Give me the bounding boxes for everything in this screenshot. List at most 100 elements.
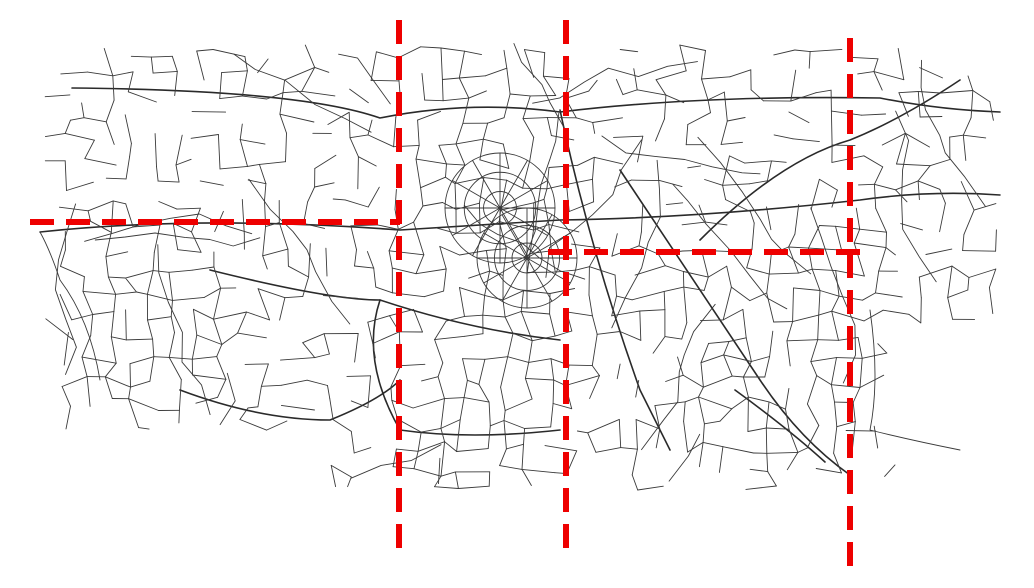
road	[836, 357, 863, 359]
road	[257, 58, 269, 74]
road	[458, 75, 486, 79]
road	[920, 59, 986, 207]
road	[246, 311, 271, 321]
road	[698, 396, 705, 425]
road	[601, 135, 761, 175]
road	[500, 386, 506, 411]
road	[726, 117, 746, 122]
road	[698, 396, 733, 410]
road	[413, 205, 424, 223]
road	[262, 255, 268, 270]
road	[703, 276, 709, 291]
road	[248, 178, 351, 325]
road	[44, 94, 71, 98]
road	[554, 330, 573, 337]
road	[723, 354, 752, 362]
road	[327, 111, 350, 125]
road	[484, 270, 491, 296]
road	[619, 49, 639, 53]
road	[786, 340, 791, 367]
road	[107, 276, 126, 279]
road	[565, 375, 600, 386]
road	[178, 409, 180, 424]
road	[440, 419, 461, 429]
road	[571, 243, 601, 249]
road	[725, 199, 751, 213]
road	[521, 468, 556, 474]
road	[45, 318, 74, 340]
road	[742, 361, 752, 378]
road	[171, 55, 178, 72]
road	[110, 336, 117, 364]
road	[962, 250, 997, 252]
road	[440, 427, 446, 443]
road	[390, 365, 402, 388]
road	[683, 420, 689, 453]
road	[463, 397, 490, 403]
road	[372, 343, 376, 359]
road	[279, 113, 315, 123]
road	[746, 267, 770, 275]
road	[175, 134, 183, 166]
road	[438, 143, 457, 146]
road	[216, 356, 227, 380]
road	[855, 207, 861, 230]
road	[768, 253, 772, 275]
road	[483, 177, 508, 181]
road	[833, 452, 842, 474]
road	[482, 122, 489, 140]
road	[512, 332, 533, 342]
road	[110, 336, 127, 341]
road	[338, 53, 391, 105]
road	[766, 206, 772, 231]
road	[767, 471, 777, 487]
road	[546, 117, 552, 137]
road	[458, 77, 470, 99]
road	[723, 341, 730, 356]
road	[523, 112, 560, 261]
road	[239, 123, 243, 141]
road	[786, 321, 794, 342]
road	[704, 179, 724, 186]
road	[153, 356, 170, 358]
road	[853, 228, 861, 244]
road	[503, 93, 511, 119]
road	[668, 433, 701, 482]
road	[857, 71, 875, 75]
road	[221, 332, 239, 345]
road	[853, 242, 887, 249]
road	[434, 486, 459, 489]
road	[967, 277, 970, 291]
road	[707, 91, 725, 101]
road	[810, 361, 818, 377]
road	[900, 223, 923, 231]
road	[504, 316, 514, 334]
road	[788, 111, 810, 124]
road	[87, 200, 114, 212]
road	[988, 268, 997, 288]
arterial-road	[71, 87, 1001, 119]
road	[501, 214, 528, 259]
road	[747, 396, 770, 403]
road	[192, 308, 214, 320]
road	[66, 181, 94, 191]
road	[766, 452, 769, 473]
road	[529, 136, 535, 161]
road	[591, 365, 600, 377]
road	[500, 356, 509, 388]
road	[353, 447, 372, 454]
road	[592, 156, 595, 180]
road	[831, 144, 856, 147]
road	[498, 221, 534, 231]
road	[84, 139, 95, 160]
road	[125, 309, 127, 341]
road	[722, 184, 727, 201]
road	[60, 71, 88, 75]
road	[863, 309, 884, 322]
road	[417, 119, 420, 146]
road	[852, 387, 861, 403]
road	[875, 207, 887, 233]
road	[443, 268, 447, 292]
road	[698, 386, 704, 398]
road	[221, 70, 248, 74]
